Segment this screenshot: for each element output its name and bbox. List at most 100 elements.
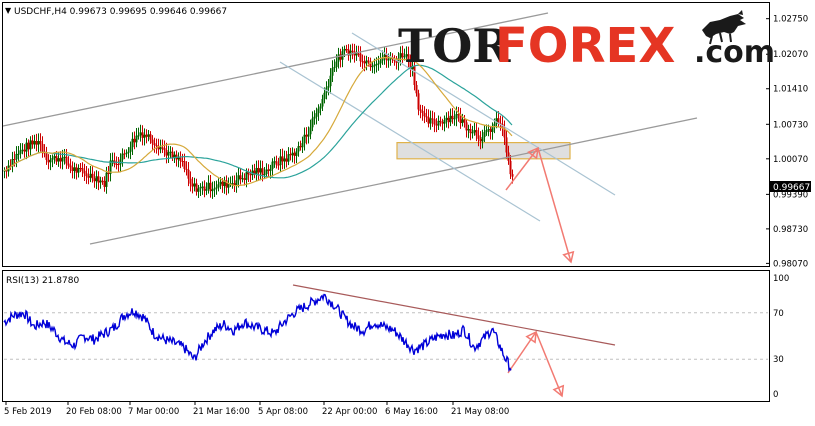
candle-body bbox=[377, 63, 380, 65]
candle-body bbox=[277, 164, 280, 166]
candle-body bbox=[355, 53, 358, 56]
forecast-arrow-down-head bbox=[562, 250, 575, 264]
candle-body bbox=[381, 58, 384, 61]
candle-body bbox=[417, 93, 420, 110]
candle-body bbox=[339, 54, 342, 60]
rsi-layer bbox=[3, 284, 768, 372]
candle-body bbox=[467, 129, 470, 131]
candle-body bbox=[477, 135, 480, 139]
candle-body bbox=[235, 180, 238, 185]
candle-body bbox=[187, 169, 190, 179]
candle-body bbox=[333, 67, 336, 69]
candle-body bbox=[395, 60, 398, 63]
candle-body bbox=[447, 117, 450, 123]
candle-body bbox=[181, 161, 184, 163]
descending-channel-upper bbox=[351, 32, 616, 196]
candle-body bbox=[169, 151, 172, 153]
candle-body bbox=[51, 158, 54, 160]
candle-body bbox=[147, 134, 150, 137]
candle-body bbox=[289, 154, 292, 156]
candle-body bbox=[193, 183, 196, 187]
torforex-logo: TOR FOREX .com bbox=[398, 10, 775, 74]
candle-body bbox=[463, 119, 466, 123]
time-axis-label: 5 Apr 08:00 bbox=[258, 407, 308, 417]
candle-body bbox=[437, 120, 440, 126]
candle-body bbox=[269, 168, 272, 171]
candle-body bbox=[351, 50, 354, 52]
descending-channel-lower bbox=[279, 61, 541, 222]
rsi-axis-label: 0 bbox=[773, 390, 778, 400]
candle-body bbox=[219, 181, 222, 185]
candle-body bbox=[243, 178, 246, 180]
candle-body bbox=[409, 61, 412, 70]
candle-body bbox=[21, 149, 24, 151]
candle-body bbox=[307, 134, 310, 137]
candle-body bbox=[485, 130, 488, 133]
candle-body bbox=[131, 138, 134, 148]
candle-body bbox=[185, 168, 188, 170]
candle-body bbox=[97, 176, 100, 183]
candle-body bbox=[319, 106, 322, 109]
time-axis-label: 6 May 16:00 bbox=[385, 407, 438, 417]
channel-lower-line bbox=[89, 117, 698, 245]
candle-body bbox=[105, 172, 108, 187]
rsi-axis-label: 100 bbox=[773, 274, 789, 284]
candle-body bbox=[419, 109, 422, 111]
candle-body bbox=[271, 161, 274, 169]
candle-body bbox=[317, 108, 320, 114]
candle-body bbox=[457, 114, 460, 116]
candle-body bbox=[223, 180, 226, 186]
candle-body bbox=[439, 120, 442, 123]
candle-body bbox=[209, 182, 212, 192]
candle-body bbox=[275, 161, 278, 165]
candle-body bbox=[215, 187, 218, 189]
candle-body bbox=[39, 141, 42, 144]
candle-body bbox=[479, 138, 482, 142]
candle-body bbox=[453, 118, 456, 120]
logo-tor: TOR bbox=[398, 19, 511, 73]
candle-body bbox=[499, 123, 502, 125]
candle-body bbox=[287, 154, 290, 162]
candle-body bbox=[103, 180, 106, 187]
candle-body bbox=[371, 66, 374, 68]
candle-body bbox=[399, 53, 402, 59]
candle-body bbox=[255, 167, 258, 175]
candle-body bbox=[25, 142, 28, 152]
candle-body bbox=[505, 137, 508, 153]
candle-body bbox=[335, 61, 338, 68]
candle-body bbox=[295, 151, 298, 156]
ma-slow-line bbox=[3, 64, 513, 179]
candle-body bbox=[247, 172, 250, 175]
candle-body bbox=[361, 61, 364, 63]
candle-body bbox=[189, 178, 192, 184]
forecast-arrow-down bbox=[537, 147, 572, 263]
candle-body bbox=[11, 159, 14, 167]
candle-body bbox=[489, 129, 492, 132]
candle-body bbox=[207, 182, 210, 190]
candle-body bbox=[195, 183, 198, 192]
candle-body bbox=[107, 172, 110, 174]
candle-body bbox=[425, 116, 428, 118]
candle-body bbox=[487, 129, 490, 131]
candle-body bbox=[323, 92, 326, 100]
current-price-label: 0.99667 bbox=[773, 183, 810, 193]
candle-body bbox=[227, 183, 230, 188]
candle-body bbox=[369, 61, 372, 67]
candle-body bbox=[127, 151, 130, 153]
candle-body bbox=[299, 146, 302, 148]
candle-body bbox=[253, 170, 256, 175]
candle-body bbox=[397, 58, 400, 63]
time-axis-label: 20 Feb 08:00 bbox=[66, 407, 122, 417]
logo-forex: FOREX bbox=[495, 18, 675, 74]
candle-body bbox=[413, 66, 416, 85]
candle-body bbox=[73, 167, 76, 171]
candle-body bbox=[27, 142, 30, 150]
rsi-forecast-arrow-down-head bbox=[552, 384, 565, 398]
rsi-panel-frame bbox=[2, 270, 770, 402]
rsi-forecast-arrow-down bbox=[535, 331, 563, 397]
candle-body bbox=[245, 172, 248, 180]
candle-body bbox=[443, 120, 446, 124]
candle-body bbox=[141, 132, 144, 138]
candle-body bbox=[267, 169, 270, 171]
